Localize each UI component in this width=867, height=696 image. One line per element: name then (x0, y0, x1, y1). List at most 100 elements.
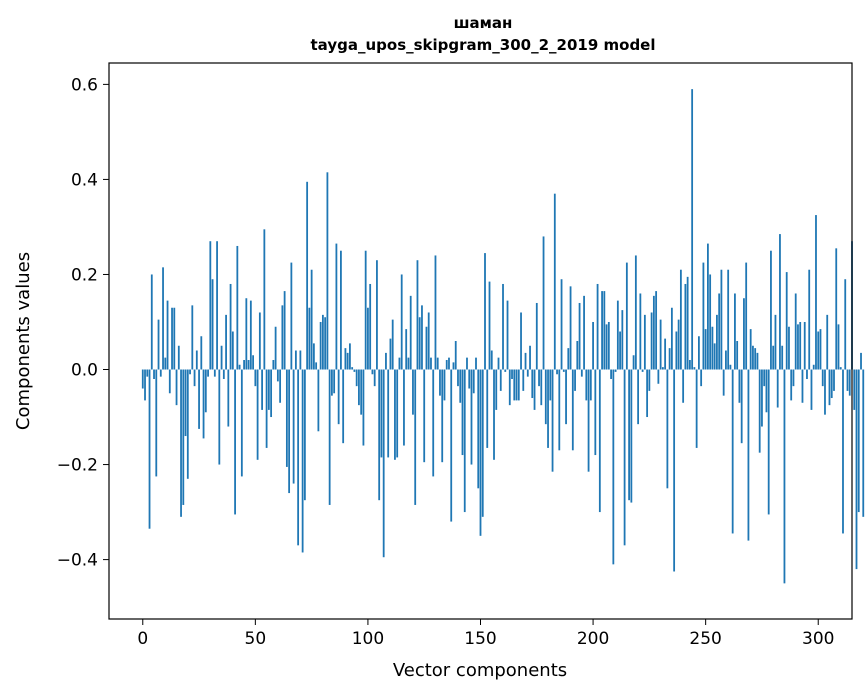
y-tick-label: 0.4 (71, 170, 98, 190)
bar (261, 369, 263, 410)
bar (698, 336, 700, 370)
bar (256, 369, 259, 460)
bar (558, 369, 561, 451)
bar (641, 369, 644, 372)
bar (639, 293, 642, 370)
bar (583, 295, 585, 370)
bar (792, 369, 795, 387)
bar (779, 234, 781, 370)
bar (803, 321, 806, 370)
bar (679, 269, 682, 370)
bar (481, 369, 484, 517)
bar (364, 250, 367, 370)
bar (441, 369, 444, 463)
x-tick-label: 300 (802, 629, 834, 649)
bar (637, 369, 640, 425)
bar (551, 369, 554, 472)
bar (515, 369, 518, 401)
y-tick-label: −0.4 (57, 551, 98, 571)
bar (578, 302, 581, 370)
bar (389, 338, 392, 370)
bar (290, 262, 293, 370)
bar (427, 312, 430, 370)
bar (191, 305, 194, 370)
bar (385, 352, 387, 370)
bar (508, 369, 511, 406)
bar (150, 274, 153, 370)
bar (808, 269, 811, 370)
bar (716, 314, 718, 370)
bar (614, 369, 617, 372)
bar (585, 369, 588, 401)
bar (623, 369, 626, 546)
bar (659, 319, 662, 370)
bar (817, 331, 820, 370)
bar (848, 369, 851, 396)
bar (517, 369, 520, 401)
bar (718, 293, 721, 370)
bar (664, 338, 667, 370)
bar (520, 312, 522, 370)
bar (628, 369, 630, 501)
bar (790, 369, 793, 401)
bar (403, 369, 405, 446)
y-tick-label: 0.2 (71, 265, 98, 285)
bar (254, 369, 257, 387)
bar (720, 269, 723, 370)
bar (421, 305, 423, 370)
y-axis: −0.4 −0.2 0.0 0.2 0.4 0.6 (57, 75, 109, 571)
bar (333, 369, 336, 394)
bar (162, 267, 164, 370)
bar (184, 369, 187, 437)
bar (684, 283, 687, 370)
bar (475, 357, 477, 370)
bar (477, 369, 480, 489)
bar (743, 298, 745, 370)
bar (349, 343, 351, 370)
bar (369, 283, 372, 370)
bar (308, 307, 311, 370)
bar (765, 369, 768, 413)
bar (700, 369, 703, 387)
bar (511, 369, 513, 380)
bar (398, 357, 401, 370)
bar (722, 369, 725, 396)
bar (835, 248, 838, 370)
bar (141, 369, 144, 389)
bar (524, 352, 527, 370)
bar (380, 369, 383, 458)
bar (709, 274, 712, 370)
bar (279, 369, 282, 403)
bar (828, 369, 831, 406)
bar (574, 369, 576, 391)
bar (146, 369, 149, 377)
bar (407, 357, 410, 370)
bar (148, 369, 151, 529)
bar (335, 243, 338, 370)
bar (490, 350, 493, 370)
bar (844, 279, 847, 370)
bar (459, 369, 462, 403)
bar (207, 369, 209, 377)
bar (189, 369, 191, 375)
bar (749, 329, 752, 370)
bar (553, 193, 556, 370)
x-tick-label: 150 (464, 629, 496, 649)
bar (799, 321, 802, 370)
bar (463, 369, 466, 513)
bar (668, 348, 671, 370)
bar (801, 369, 804, 403)
bar (819, 329, 822, 370)
bar (547, 369, 549, 448)
bar (862, 369, 865, 517)
bar (376, 260, 378, 370)
x-tick-label: 50 (245, 629, 267, 649)
x-tick-label: 200 (577, 629, 609, 649)
bar (220, 345, 223, 370)
bar (682, 369, 685, 403)
bar (394, 369, 396, 460)
bar (378, 369, 381, 501)
bar (373, 369, 376, 387)
bar (506, 300, 509, 370)
bar (202, 369, 205, 439)
